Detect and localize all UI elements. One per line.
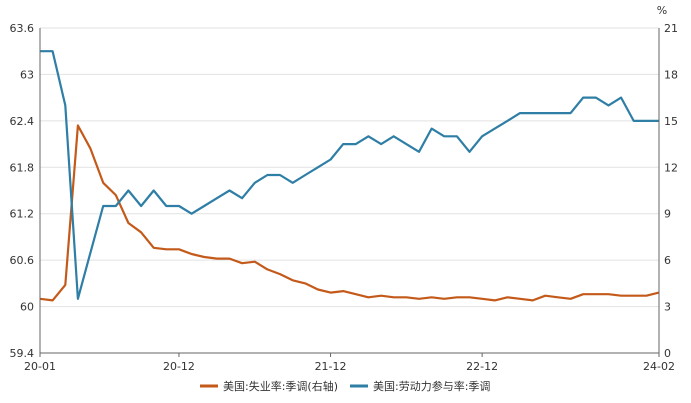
x-tick-label: 20-12 [163,360,195,373]
tick-labels: 59.4 60 60.6 61.2 61.8 62.4 63 63.6 0 3 6 9 12 15 18 21… [10,22,679,373]
gridlines [40,27,659,308]
right-tick-label: 12 [664,161,678,174]
right-tick-label: 3 [664,301,671,314]
right-tick-label: 9 [664,208,671,221]
x-tick-label: 21-12 [315,360,347,373]
left-tick-label: 63.6 [10,22,35,35]
right-tick-label: 15 [664,115,678,128]
axes [39,28,660,357]
legend-label-2: 美国:劳动力参与率:季调 [373,379,490,393]
left-tick-label: 61.2 [10,208,35,221]
left-tick-label: 60 [20,301,34,314]
x-tick-label: 22-12 [466,360,498,373]
x-tick-label: 20-01 [24,360,56,373]
legend: 美国:失业率:季调(右轴) 美国:劳动力参与率:季调 [200,379,490,393]
legend-label-1: 美国:失业率:季调(右轴) [223,379,338,393]
left-tick-label: 62.4 [10,115,35,128]
series-line-2 [40,50,659,300]
x-tick-label: 24-02 [643,360,675,373]
left-tick-label: 63 [20,68,34,81]
right-tick-label: 18 [664,68,678,81]
left-tick-label: 60.6 [10,254,35,267]
right-tick-label: 21 [664,22,678,35]
series-lines [39,50,660,302]
right-axis-unit: % [657,4,667,17]
right-tick-label: 0 [664,347,671,360]
series-line-1 [39,124,660,302]
left-tick-label: 61.8 [10,161,35,174]
left-tick-label: 59.4 [10,347,35,360]
right-tick-label: 6 [664,254,671,267]
